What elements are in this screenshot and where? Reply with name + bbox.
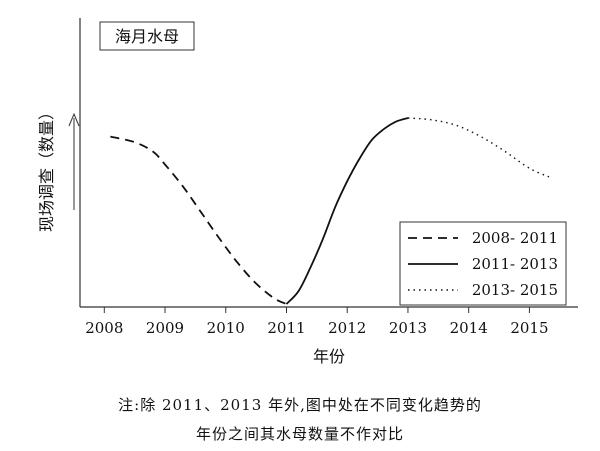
x-tick-label: 2009: [146, 319, 184, 337]
x-tick-label: 2011: [267, 319, 305, 337]
x-axis-label: 年份: [313, 347, 345, 366]
chart-title: 海月水母: [115, 27, 179, 46]
legend-label: 2013- 2015: [472, 281, 558, 299]
series-line-dashed: [110, 135, 287, 305]
y-arrow-head: [68, 112, 80, 127]
x-tick-label: 2013: [389, 319, 427, 337]
legend-label: 2008- 2011: [472, 229, 558, 247]
x-tick-label: 2012: [328, 319, 366, 337]
x-ticks: 2008 2009 2010 2011 2012 2013 2014 2015: [85, 307, 549, 337]
x-tick-label: 2015: [510, 319, 548, 337]
footnote-line-1: 注:除 2011、2013 年外,图中处在不同变化趋势的: [118, 396, 482, 414]
y-axis-label: 现场调查（数量）: [37, 104, 56, 232]
series-layer: [110, 117, 551, 305]
chart: 海月水母 现场调查（数量） 年份 2008 2009 2010 2011 2012 201…: [37, 18, 578, 366]
x-tick-label: 2010: [207, 319, 245, 337]
series-line-solid: [285, 117, 409, 305]
x-tick-label: 2008: [85, 319, 123, 337]
title-box: [99, 21, 195, 51]
series-line-dotted: [407, 117, 551, 179]
x-tick-label: 2014: [450, 319, 488, 337]
footnote-line-2: 年份之间其水母数量不作对比: [195, 425, 404, 443]
legend: 2008- 2011 2011- 2013 2013- 2015: [399, 221, 567, 306]
legend-label: 2011- 2013: [472, 255, 558, 273]
